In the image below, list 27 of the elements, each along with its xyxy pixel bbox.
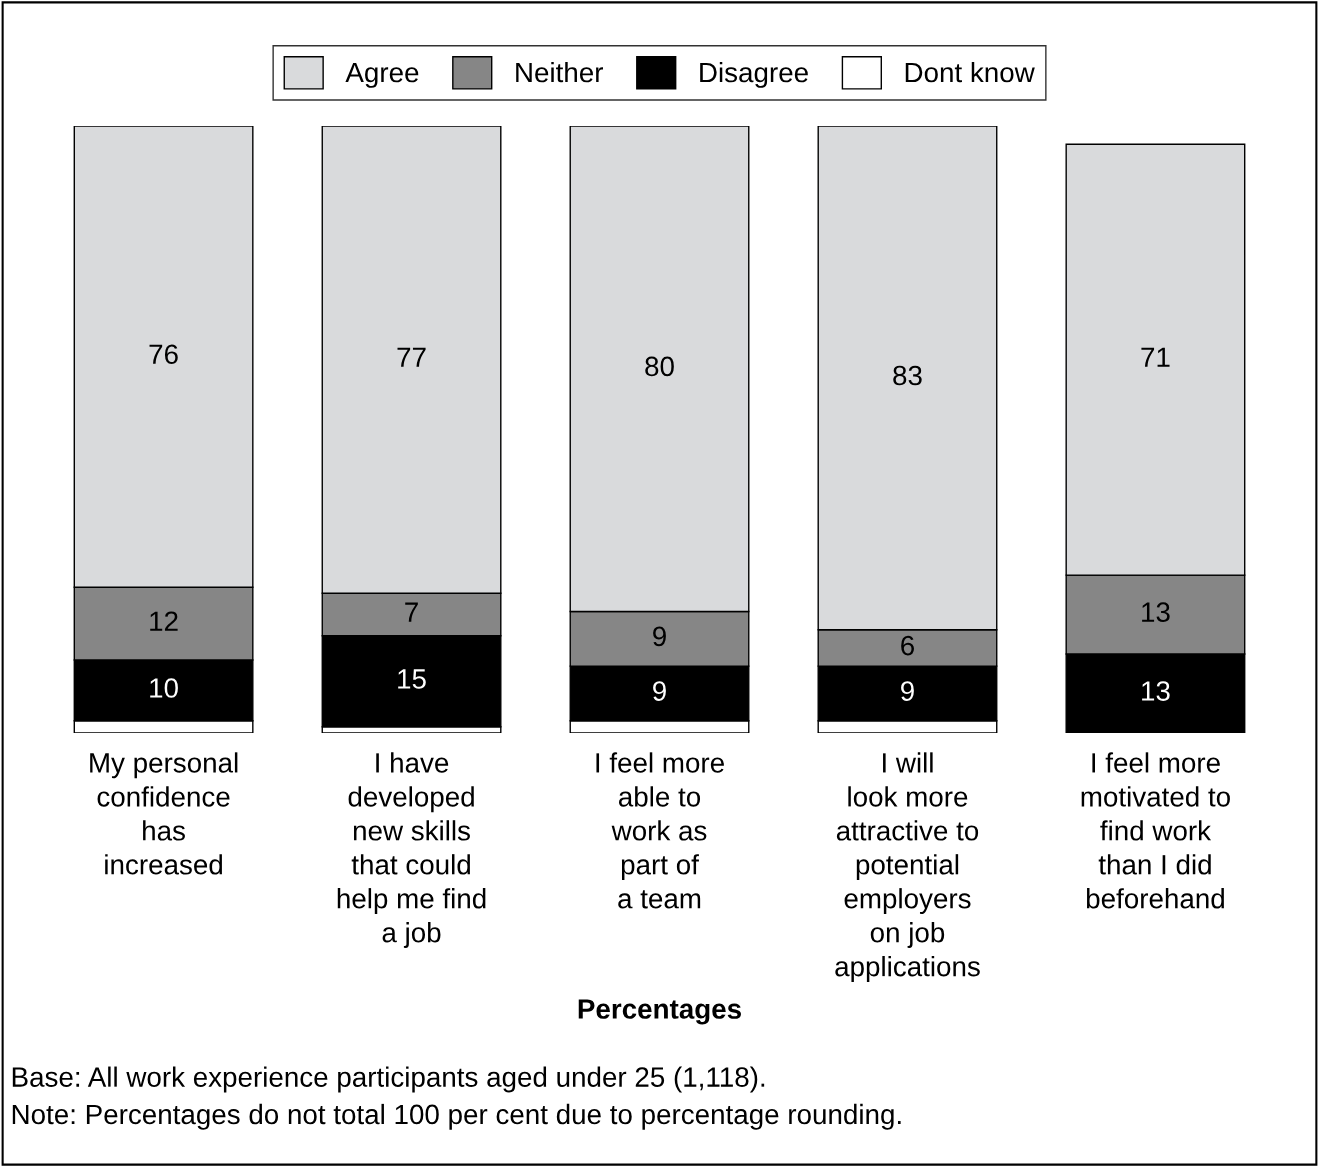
data-label: 15 xyxy=(398,669,426,689)
data-label: 9 xyxy=(653,626,666,647)
x-tick-label: I feel more able to work as part of a team xyxy=(596,752,724,909)
text: Base: All work experience participants aged under 25 (1,118). xyxy=(12,1066,765,1093)
data-label: 13 xyxy=(1142,681,1170,701)
data-label: 12 xyxy=(150,611,178,631)
text: Note: Percentages do not total 100 per cent due to percentage rounding. xyxy=(12,1103,901,1130)
data-label: 9 xyxy=(653,681,666,701)
data-label: 80 xyxy=(645,356,674,377)
legend-label: Disagree xyxy=(700,61,808,88)
x-tick-label: I will look more attractive to potential employers on job applications xyxy=(835,752,980,982)
data-label: 9 xyxy=(901,681,914,701)
data-label: 83 xyxy=(893,365,922,386)
x-tick-label: I feel more motivated to find work than I did beforehand xyxy=(1081,752,1230,909)
data-label: 71 xyxy=(1141,347,1170,367)
legend-label: Neither xyxy=(516,61,604,83)
data-label: 10 xyxy=(150,678,178,698)
x-tick-label: I have developed new skills that could help me find a job xyxy=(337,752,486,948)
data-label: 13 xyxy=(1142,602,1170,622)
data-label: 7 xyxy=(405,602,418,622)
legend-label: Agree xyxy=(345,62,419,88)
x-tick-label: My personal confidence has increased xyxy=(90,752,238,875)
data-label: 76 xyxy=(149,344,178,365)
legend-label: Dont know xyxy=(905,61,1035,83)
data-label: 6 xyxy=(901,635,914,656)
data-label: 77 xyxy=(397,347,426,367)
x-axis-title: Percentages xyxy=(578,999,741,1025)
